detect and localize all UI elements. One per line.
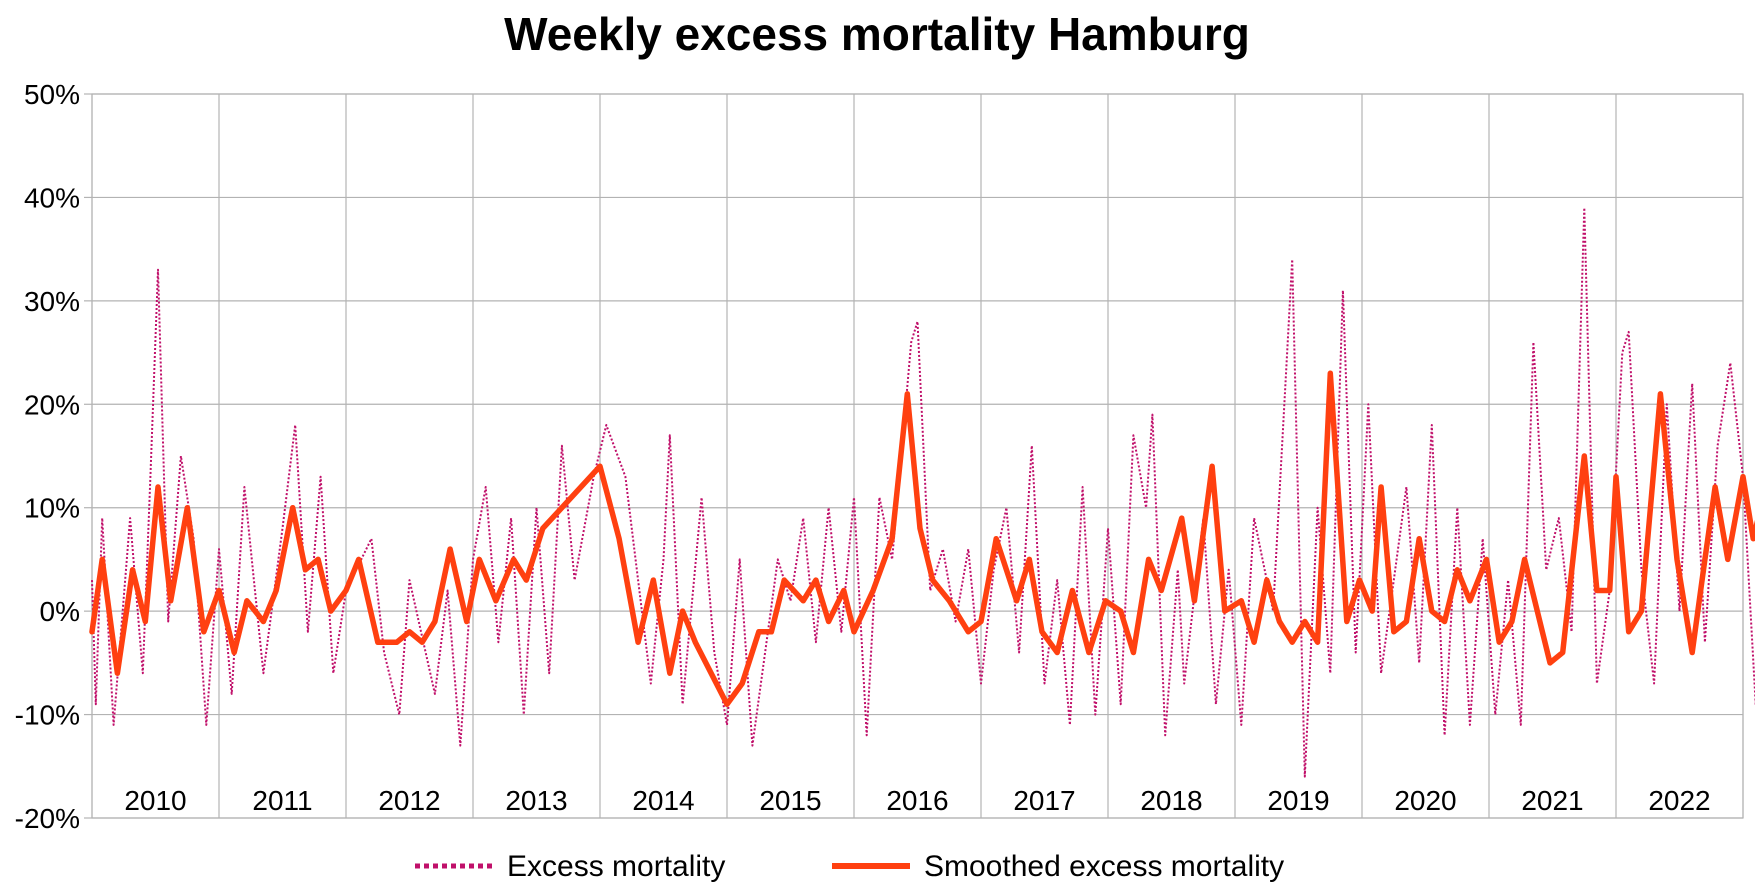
y-axis-ticks: -20% -10% 0% 10% 20% 30% 40% 50% bbox=[15, 79, 92, 834]
legend-excess-mortality-label: Excess mortality bbox=[507, 850, 725, 883]
y-tick-label: 50% bbox=[24, 79, 80, 110]
series-smoothed-excess-mortality bbox=[89, 370, 1755, 707]
x-tick-label: 2016 bbox=[886, 785, 948, 816]
x-tick-label: 2021 bbox=[1521, 785, 1583, 816]
y-tick-label: 10% bbox=[24, 493, 80, 524]
x-axis-ticks: 2010 2011 2012 2013 2014 2015 2016 2017 2018 2019… bbox=[124, 785, 1710, 816]
legend-smoothed-excess-mortality-label: Smoothed excess mortality bbox=[924, 850, 1284, 883]
x-tick-label: 2018 bbox=[1140, 785, 1202, 816]
series-lines bbox=[89, 206, 1755, 778]
gridlines bbox=[91, 93, 1744, 819]
legend: Excess mortality Smoothed excess mortalit… bbox=[415, 850, 1284, 883]
y-tick-label: -20% bbox=[15, 803, 80, 834]
y-tick-label: 0% bbox=[40, 596, 80, 627]
x-tick-label: 2015 bbox=[759, 785, 821, 816]
x-tick-label: 2012 bbox=[378, 785, 440, 816]
x-tick-label: 2010 bbox=[124, 785, 186, 816]
y-tick-label: 20% bbox=[24, 389, 80, 420]
x-tick-label: 2013 bbox=[505, 785, 567, 816]
chart-title: Weekly excess mortality Hamburg bbox=[504, 8, 1250, 60]
x-tick-label: 2011 bbox=[252, 785, 312, 816]
x-tick-label: 2017 bbox=[1013, 785, 1075, 816]
y-tick-label: -10% bbox=[15, 700, 80, 731]
y-tick-label: 40% bbox=[24, 182, 80, 213]
x-tick-label: 2019 bbox=[1267, 785, 1329, 816]
x-tick-label: 2022 bbox=[1648, 785, 1710, 816]
x-tick-label: 2020 bbox=[1394, 785, 1456, 816]
x-tick-label: 2014 bbox=[632, 785, 694, 816]
y-tick-label: 30% bbox=[24, 286, 80, 317]
